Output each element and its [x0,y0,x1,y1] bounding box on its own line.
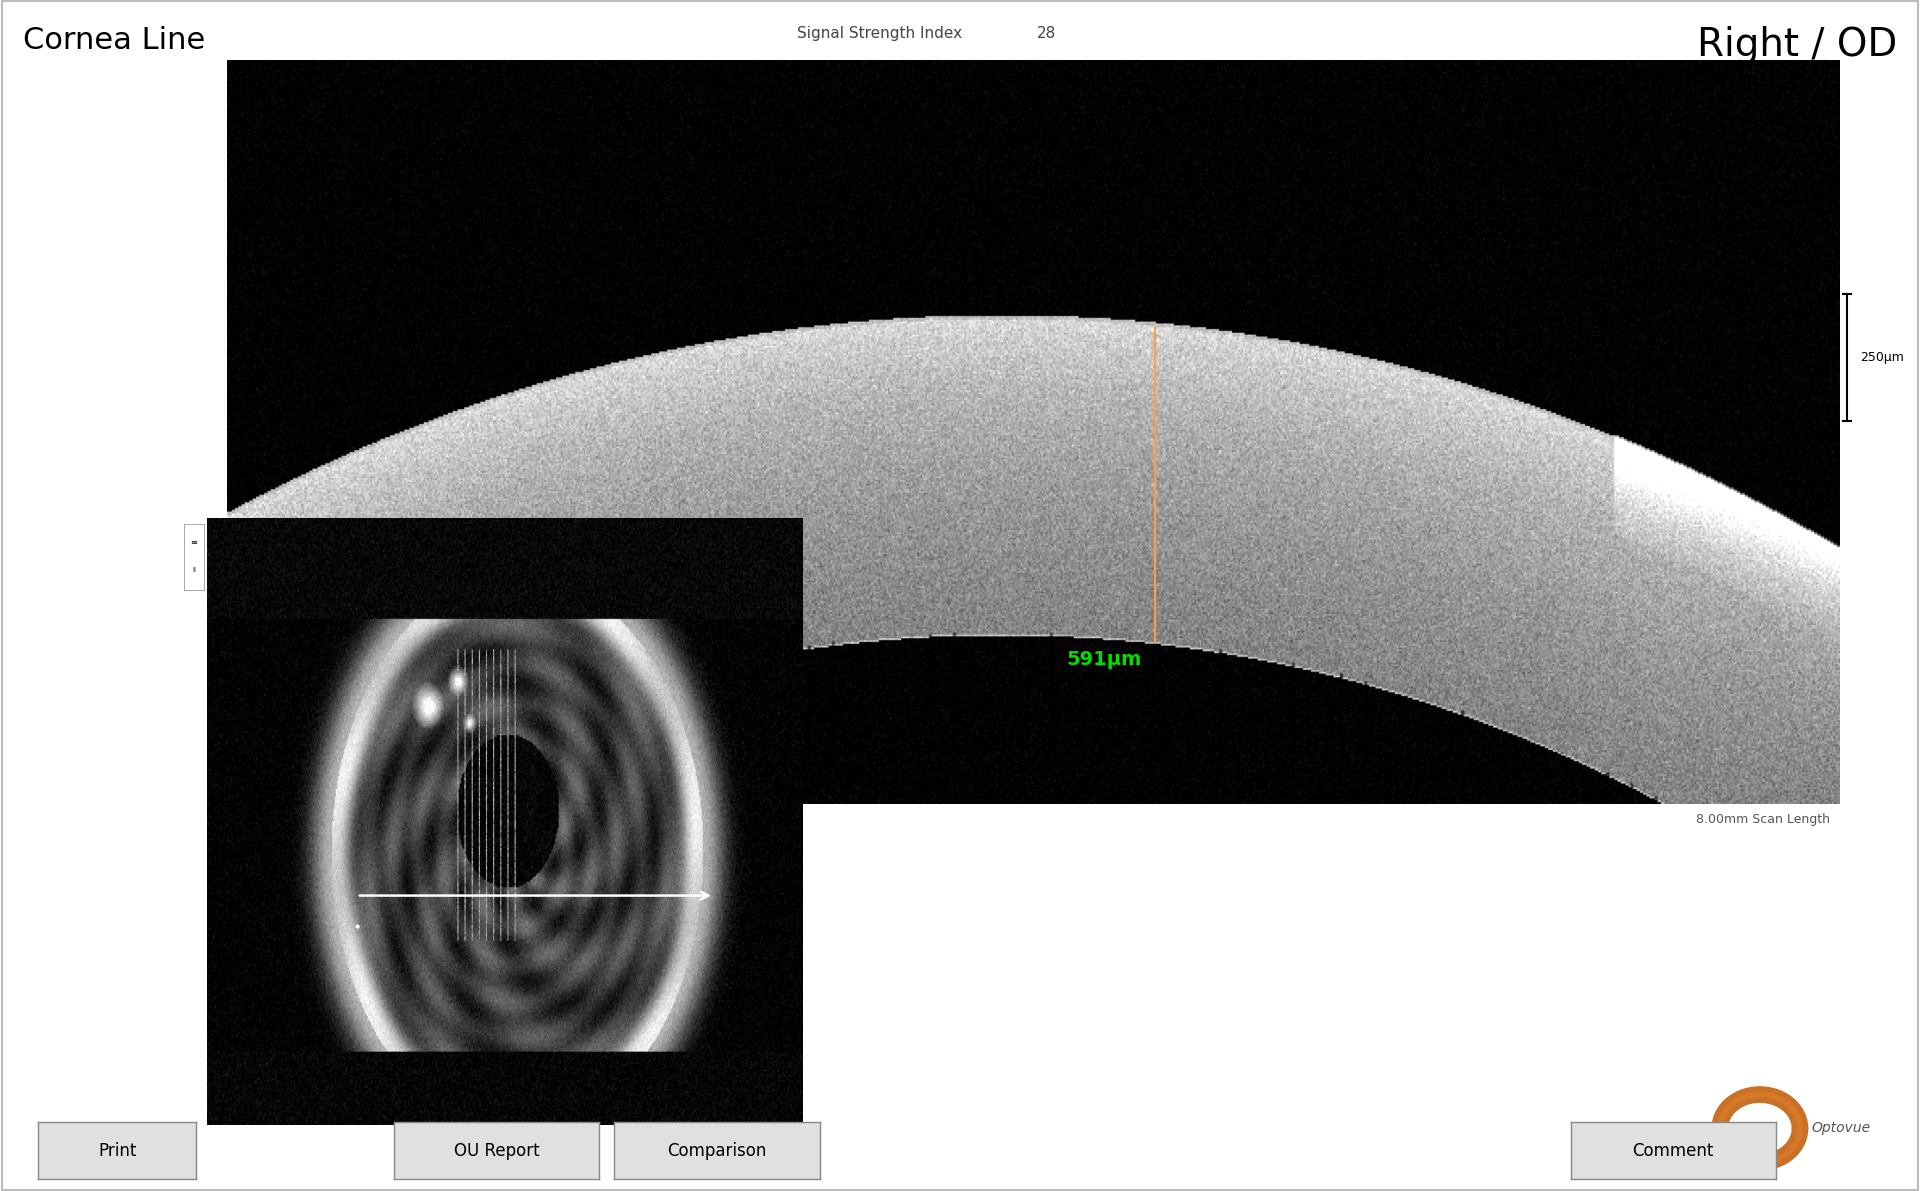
Text: ≡: ≡ [190,538,198,547]
Text: Right / OD: Right / OD [1697,26,1897,64]
Text: OU Report: OU Report [453,1141,540,1160]
Text: Optovue: Optovue [1811,1122,1870,1135]
Text: 591μm: 591μm [1066,649,1140,668]
Text: 250μm: 250μm [1860,351,1905,363]
Text: 28: 28 [1037,26,1056,42]
Text: Comment: Comment [1632,1141,1715,1160]
Text: Cornea Line: Cornea Line [23,26,205,55]
Text: Comparison: Comparison [668,1141,766,1160]
Circle shape [1730,1115,1789,1143]
Text: 8.00mm Scan Length: 8.00mm Scan Length [1695,813,1830,827]
Text: Print: Print [98,1141,136,1160]
Text: Signal Strength Index: Signal Strength Index [797,26,962,42]
Text: II: II [192,567,196,573]
